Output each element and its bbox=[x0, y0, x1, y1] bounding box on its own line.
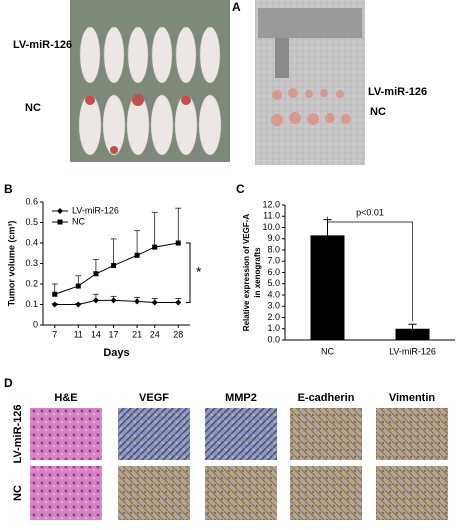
y-tick-label: 6.0 bbox=[267, 267, 280, 277]
legend-label: LV-miR-126 bbox=[72, 205, 119, 215]
row-label: LV-miR-126 bbox=[12, 404, 24, 463]
y-tick-label: 0.1 bbox=[25, 299, 38, 309]
legend-label: NC bbox=[72, 216, 85, 226]
column-header: E-cadherin bbox=[298, 392, 355, 404]
bracket bbox=[186, 242, 191, 303]
y-tick-label: 1.0 bbox=[267, 323, 280, 333]
y-tick-label: 0 bbox=[33, 319, 38, 329]
marker bbox=[175, 240, 181, 246]
marker bbox=[134, 298, 141, 305]
marker bbox=[52, 291, 58, 297]
tumors-photo bbox=[255, 0, 365, 165]
y-tick-label: 0.6 bbox=[25, 196, 38, 206]
row-label: NC bbox=[370, 106, 386, 118]
panel-label: C bbox=[236, 182, 245, 196]
annotation: p<0.01 bbox=[356, 207, 384, 217]
column-header: H&E bbox=[54, 392, 77, 404]
y-tick-label: 10.0 bbox=[262, 222, 280, 232]
column-header: VEGF bbox=[139, 392, 169, 404]
panel-label: B bbox=[4, 182, 13, 196]
y-tick-label: 0.0 bbox=[267, 334, 280, 344]
x-tick-label: 14 bbox=[91, 329, 101, 339]
row-label: NC bbox=[12, 485, 24, 501]
y-tick-label: 0.3 bbox=[25, 258, 38, 268]
column-header: Vimentin bbox=[389, 392, 436, 404]
marker bbox=[75, 283, 81, 289]
row-label: LV-miR-126 bbox=[13, 39, 72, 51]
x-tick-label: 21 bbox=[132, 329, 142, 339]
marker bbox=[110, 297, 117, 304]
y-tick-label: 11.0 bbox=[263, 211, 280, 221]
x-tick-label: 24 bbox=[150, 329, 160, 339]
row-label: NC bbox=[25, 102, 41, 114]
x-tick-label: NC bbox=[321, 346, 334, 356]
y-tick-label: 8.0 bbox=[267, 244, 280, 254]
panel-label: D bbox=[4, 376, 13, 390]
x-tick-label: 28 bbox=[173, 329, 183, 339]
marker bbox=[152, 244, 158, 250]
marker bbox=[111, 263, 117, 269]
series-line bbox=[54, 299, 179, 305]
x-tick-label: 11 bbox=[74, 329, 83, 339]
y-axis-label: Relative expression of VEGF-A bbox=[242, 214, 251, 332]
marker bbox=[92, 297, 99, 304]
marker bbox=[175, 299, 182, 306]
histology-grid bbox=[30, 408, 448, 520]
bar bbox=[310, 235, 345, 340]
row-label: LV-miR-126 bbox=[368, 86, 427, 98]
marker bbox=[51, 301, 58, 308]
y-tick-label: 2.0 bbox=[267, 312, 280, 322]
x-tick-label: 7 bbox=[52, 329, 57, 339]
y-tick-label: 5.0 bbox=[267, 278, 280, 288]
y-tick-label: 9.0 bbox=[267, 233, 280, 243]
x-axis-label: Days bbox=[103, 347, 129, 359]
marker bbox=[134, 252, 140, 258]
y-tick-label: 0.2 bbox=[25, 278, 38, 288]
y-tick-label: 0.5 bbox=[25, 217, 38, 227]
y-tick-label: 4.0 bbox=[267, 289, 280, 299]
column-header: MMP2 bbox=[225, 392, 257, 404]
bracket bbox=[327, 216, 413, 322]
y-axis-label: in xenografts bbox=[253, 247, 262, 298]
bar bbox=[395, 328, 430, 340]
panel-label: A bbox=[232, 0, 241, 14]
x-tick-label: 17 bbox=[109, 329, 119, 339]
mice-photo bbox=[70, 0, 230, 162]
y-tick-label: 7.0 bbox=[267, 256, 280, 266]
marker bbox=[151, 299, 158, 306]
legend-marker bbox=[57, 219, 63, 225]
y-axis-label: Tumor volume (cm³) bbox=[6, 221, 16, 307]
y-tick-label: 12.0 bbox=[262, 199, 280, 209]
x-tick-label: LV-miR-126 bbox=[389, 346, 436, 356]
legend-marker bbox=[57, 208, 63, 214]
marker bbox=[93, 271, 99, 277]
y-tick-label: 3.0 bbox=[267, 301, 280, 311]
series-line bbox=[54, 242, 179, 295]
y-tick-label: 0.4 bbox=[25, 237, 38, 247]
annotation: * bbox=[196, 263, 202, 279]
marker bbox=[75, 301, 82, 308]
